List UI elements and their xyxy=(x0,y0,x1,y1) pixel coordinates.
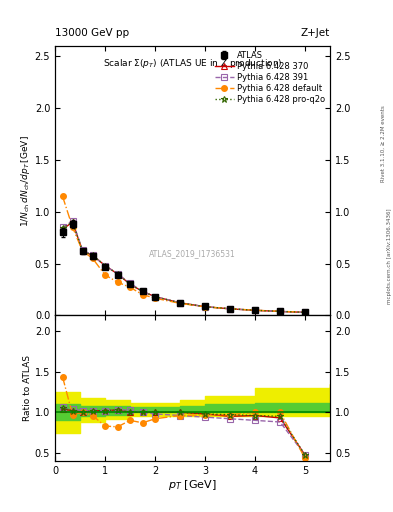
Pythia 6.428 370 xyxy=(140,288,145,294)
Pythia 6.428 370 xyxy=(128,281,132,287)
Pythia 6.428 default xyxy=(178,301,182,307)
Pythia 6.428 default xyxy=(90,255,95,262)
Pythia 6.428 370 xyxy=(178,300,182,306)
Pythia 6.428 default xyxy=(70,224,75,230)
Pythia 6.428 pro-q2o xyxy=(253,307,257,313)
Pythia 6.428 pro-q2o xyxy=(60,225,65,231)
Pythia 6.428 default xyxy=(80,248,85,254)
Line: Pythia 6.428 391: Pythia 6.428 391 xyxy=(60,218,308,315)
X-axis label: $p_T$ [GeV]: $p_T$ [GeV] xyxy=(168,478,217,493)
Pythia 6.428 pro-q2o xyxy=(103,263,107,269)
Pythia 6.428 default xyxy=(228,306,232,312)
Pythia 6.428 370 xyxy=(278,308,283,314)
Line: Pythia 6.428 default: Pythia 6.428 default xyxy=(60,194,308,315)
Pythia 6.428 370 xyxy=(228,306,232,312)
Pythia 6.428 391 xyxy=(80,247,85,253)
Pythia 6.428 391 xyxy=(115,271,120,277)
Pythia 6.428 370 xyxy=(103,263,107,269)
Pythia 6.428 pro-q2o xyxy=(140,288,145,294)
Y-axis label: $1/N_\mathrm{ch}\,dN_\mathrm{ch}/dp_T\,[\mathrm{GeV}]$: $1/N_\mathrm{ch}\,dN_\mathrm{ch}/dp_T\,[… xyxy=(19,135,32,226)
Pythia 6.428 370 xyxy=(80,248,85,254)
Pythia 6.428 pro-q2o xyxy=(178,300,182,306)
Pythia 6.428 391 xyxy=(128,280,132,286)
Pythia 6.428 391 xyxy=(90,252,95,258)
Pythia 6.428 default xyxy=(153,295,158,301)
Pythia 6.428 391 xyxy=(253,307,257,313)
Pythia 6.428 370 xyxy=(303,309,307,315)
Text: Z+Jet: Z+Jet xyxy=(301,28,330,38)
Text: 13000 GeV pp: 13000 GeV pp xyxy=(55,28,129,38)
Pythia 6.428 391 xyxy=(140,288,145,294)
Pythia 6.428 370 xyxy=(115,271,120,277)
Pythia 6.428 pro-q2o xyxy=(80,248,85,254)
Pythia 6.428 pro-q2o xyxy=(153,293,158,300)
Pythia 6.428 default xyxy=(140,291,145,297)
Text: Scalar $\Sigma(p_T)$ (ATLAS UE in Z production): Scalar $\Sigma(p_T)$ (ATLAS UE in Z prod… xyxy=(103,57,282,70)
Pythia 6.428 391 xyxy=(60,224,65,230)
Pythia 6.428 370 xyxy=(70,219,75,225)
Pythia 6.428 default xyxy=(278,308,283,314)
Pythia 6.428 default xyxy=(115,279,120,285)
Pythia 6.428 pro-q2o xyxy=(228,306,232,312)
Pythia 6.428 370 xyxy=(90,252,95,258)
Pythia 6.428 pro-q2o xyxy=(115,271,120,277)
Legend: ATLAS, Pythia 6.428 370, Pythia 6.428 391, Pythia 6.428 default, Pythia 6.428 pr: ATLAS, Pythia 6.428 370, Pythia 6.428 39… xyxy=(212,48,329,108)
Pythia 6.428 391 xyxy=(103,263,107,269)
Pythia 6.428 pro-q2o xyxy=(203,304,208,310)
Pythia 6.428 pro-q2o xyxy=(70,219,75,225)
Pythia 6.428 391 xyxy=(228,306,232,312)
Pythia 6.428 default xyxy=(203,304,208,310)
Pythia 6.428 default xyxy=(60,193,65,199)
Pythia 6.428 391 xyxy=(153,293,158,300)
Pythia 6.428 default xyxy=(103,272,107,278)
Line: Pythia 6.428 pro-q2o: Pythia 6.428 pro-q2o xyxy=(59,219,309,316)
Pythia 6.428 default xyxy=(303,309,307,315)
Text: mcplots.cern.ch [arXiv:1306.3436]: mcplots.cern.ch [arXiv:1306.3436] xyxy=(387,208,391,304)
Pythia 6.428 pro-q2o xyxy=(128,281,132,287)
Pythia 6.428 370 xyxy=(60,226,65,232)
Pythia 6.428 391 xyxy=(303,309,307,315)
Pythia 6.428 default xyxy=(128,284,132,290)
Text: ATLAS_2019_I1736531: ATLAS_2019_I1736531 xyxy=(149,249,236,258)
Pythia 6.428 391 xyxy=(203,304,208,310)
Pythia 6.428 370 xyxy=(253,307,257,313)
Pythia 6.428 pro-q2o xyxy=(90,252,95,258)
Pythia 6.428 default xyxy=(253,307,257,313)
Line: Pythia 6.428 370: Pythia 6.428 370 xyxy=(60,219,308,315)
Pythia 6.428 391 xyxy=(178,300,182,306)
Pythia 6.428 391 xyxy=(278,308,283,314)
Y-axis label: Ratio to ATLAS: Ratio to ATLAS xyxy=(23,355,32,421)
Pythia 6.428 pro-q2o xyxy=(278,308,283,314)
Text: Rivet 3.1.10, ≥ 2.2M events: Rivet 3.1.10, ≥ 2.2M events xyxy=(381,105,386,182)
Pythia 6.428 370 xyxy=(153,293,158,300)
Pythia 6.428 370 xyxy=(203,304,208,310)
Pythia 6.428 391 xyxy=(70,218,75,224)
Pythia 6.428 pro-q2o xyxy=(303,309,307,315)
